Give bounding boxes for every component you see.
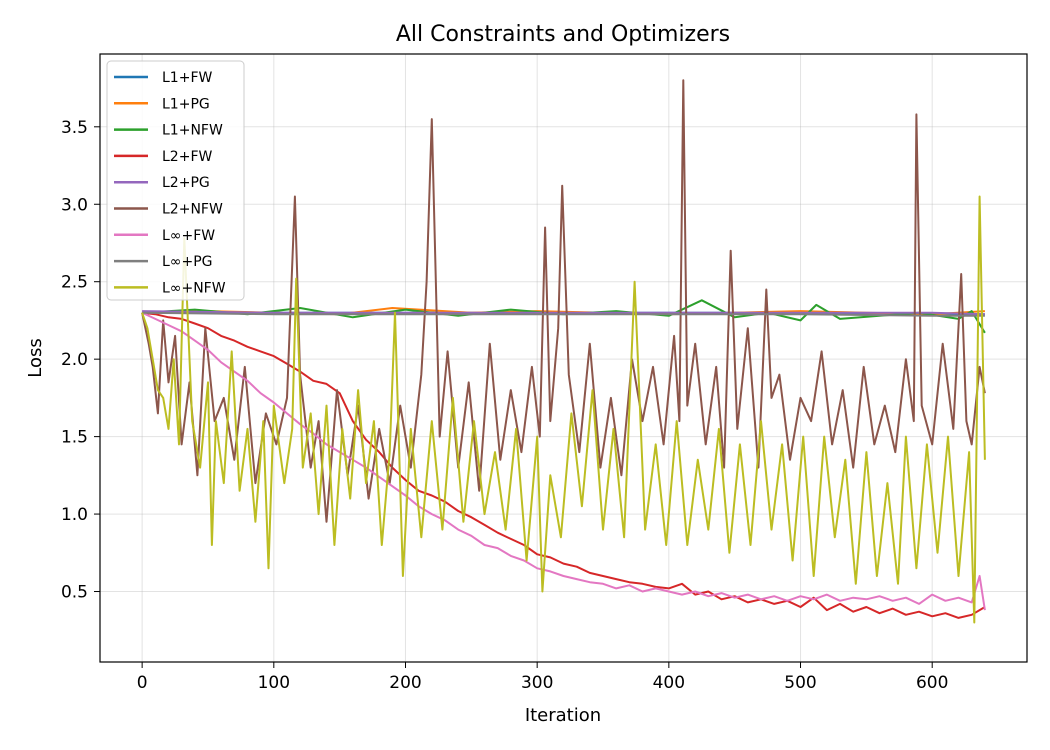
legend: L1+FW L1+PG L1+NFW L2+FW L2+PG L2+NFW L∞+FW L∞+…: [106, 60, 245, 301]
x-tick-label: 300: [521, 673, 553, 693]
series-line: [141, 195, 986, 624]
y-tick-label: 1.0: [61, 505, 88, 525]
y-tick-label: 2.5: [61, 273, 88, 293]
x-tick-label: 600: [916, 673, 948, 693]
x-tick-label: 100: [258, 673, 290, 693]
y-axis-ticks: 0.5 1.0 1.5 2.0 2.5 3.0 3.5: [61, 118, 100, 603]
legend-label: L1+PG: [162, 96, 210, 112]
legend-label: L∞+PG: [162, 254, 212, 270]
legend-label: L∞+NFW: [162, 280, 226, 296]
legend-label: L1+NFW: [162, 123, 223, 139]
x-axis-label: Iteration: [525, 705, 601, 726]
series-line: [141, 311, 986, 611]
x-axis-ticks: 0 100 200 300 400 500 600: [137, 662, 948, 693]
y-tick-label: 3.5: [61, 118, 88, 138]
legend-label: L1+FW: [162, 70, 212, 86]
chart-title: All Constraints and Optimizers: [396, 22, 730, 47]
x-tick-label: 500: [784, 673, 816, 693]
series-lines: [141, 79, 986, 624]
y-tick-label: 2.0: [61, 350, 88, 370]
legend-label: L2+PG: [162, 175, 210, 191]
y-tick-label: 1.5: [61, 428, 88, 448]
y-axis-label: Loss: [25, 338, 46, 377]
x-tick-label: 200: [389, 673, 421, 693]
legend-label: L2+NFW: [162, 202, 223, 218]
x-tick-label: 0: [137, 673, 148, 693]
legend-label: L∞+FW: [162, 228, 215, 244]
y-tick-label: 3.0: [61, 195, 88, 215]
y-tick-label: 0.5: [61, 583, 88, 603]
legend-box: [106, 60, 245, 301]
series-line: [141, 79, 986, 523]
plot-frame: [99, 53, 1028, 663]
legend-label: L2+FW: [162, 149, 212, 165]
x-tick-label: 400: [653, 673, 685, 693]
series-line: [141, 311, 986, 619]
